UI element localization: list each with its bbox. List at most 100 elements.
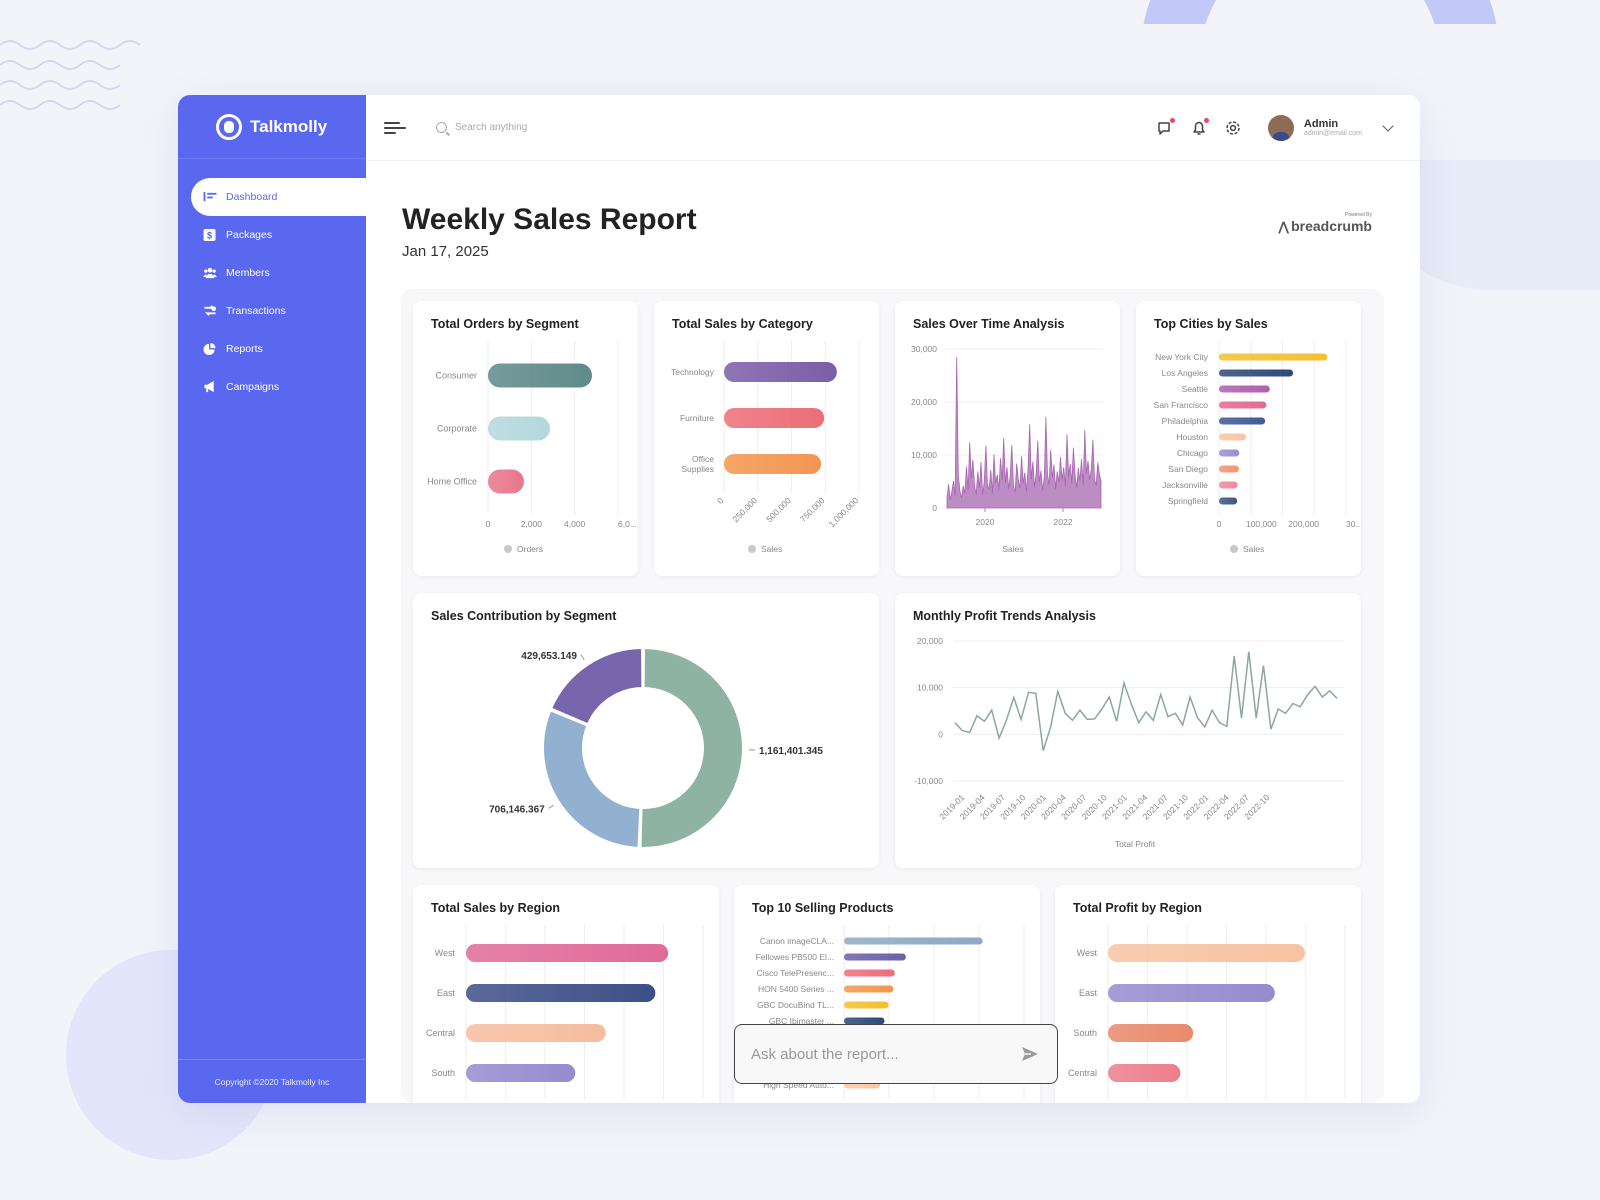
copyright: Copyright ©2020 Talkmolly Inc [178, 1059, 366, 1103]
gear-icon[interactable] [1224, 119, 1242, 137]
category-label: GBC DocuBind TL... [757, 1000, 834, 1010]
legend-swatch [1230, 545, 1238, 553]
sidebar-item-campaigns[interactable]: Campaigns [191, 368, 366, 406]
bar [1219, 497, 1238, 505]
avatar[interactable] [1267, 114, 1294, 141]
slice-label: 429,653.149 [521, 651, 577, 662]
bar [1219, 385, 1270, 393]
bar [844, 969, 895, 977]
chart-title: Total Orders by Segment [431, 317, 579, 331]
search-input[interactable]: Search anything [455, 122, 528, 133]
sidebar-item-reports[interactable]: Reports [191, 330, 366, 368]
y-tick-label: 20,000 [911, 397, 937, 407]
category-label: Seattle [1182, 384, 1209, 394]
category-label: West [435, 948, 456, 958]
members-icon [203, 267, 217, 279]
card-sales-segment: Sales Contribution by Segment 1,161,401.3… [413, 593, 879, 868]
category-label: San Diego [1168, 464, 1208, 474]
send-icon[interactable] [1021, 1046, 1039, 1062]
ask-input[interactable]: Ask about the report... [734, 1024, 1058, 1084]
card-sales-time: Sales Over Time Analysis 30,000 20,000 10,0… [895, 301, 1120, 576]
bar [844, 1017, 885, 1025]
pie-slice [549, 646, 644, 726]
transactions-icon [204, 305, 216, 316]
talkmolly-logo-icon [216, 113, 242, 140]
y-tick-label: 30,000 [911, 344, 937, 354]
chart-svg: West East South Central [1068, 925, 1346, 1099]
slice-label: 706,146.367 [489, 804, 545, 815]
chart-title: Top Cities by Sales [1154, 317, 1268, 331]
app-window: Talkmolly Dashboard $ Packages Members Trans… [178, 95, 1420, 1103]
bar [844, 953, 906, 961]
pie-slice [542, 709, 642, 849]
megaphone-icon [204, 381, 214, 393]
category-label: Fellowes PB500 El... [756, 952, 834, 962]
y-tick-label: 0 [932, 503, 937, 513]
bar [1219, 481, 1238, 489]
category-label: Supplies [681, 464, 714, 474]
category-label: Home Office [427, 477, 477, 487]
bar [1219, 353, 1328, 361]
chat-notification-dot [1168, 116, 1176, 124]
category-label: Consumer [435, 371, 477, 381]
search-box[interactable]: Search anything [436, 122, 527, 133]
chat-icon[interactable] [1156, 116, 1176, 137]
user-info[interactable]: Admin admin@email.com [1304, 118, 1362, 137]
y-tick-label: 20,000 [917, 636, 943, 646]
charts-grid: Total Orders by Segment Consumer Corporate… [401, 289, 1384, 1103]
category-label: South [1073, 1028, 1097, 1038]
category-label: Los Angeles [1162, 368, 1208, 378]
sidebar-item-packages[interactable]: $ Packages [191, 216, 366, 254]
card-orders-segment: Total Orders by Segment Consumer Corporate… [413, 301, 638, 576]
x-tick-label: 0 [486, 519, 491, 529]
legend-label: Sales [1243, 544, 1264, 554]
pie-slice [639, 646, 744, 849]
bar [1108, 984, 1275, 1002]
sidebar-item-dashboard[interactable]: Dashboard [191, 178, 366, 216]
bar [724, 454, 822, 474]
chart-title: Top 10 Selling Products [752, 901, 894, 915]
bar [1108, 944, 1305, 962]
bell-icon[interactable] [1190, 116, 1210, 137]
sidebar-item-transactions[interactable]: Transactions [191, 292, 366, 330]
bar [1108, 1064, 1181, 1082]
brand[interactable]: Talkmolly [178, 95, 366, 159]
sidebar-item-label: Members [226, 267, 270, 279]
bar [1219, 449, 1240, 457]
line-series [954, 651, 1338, 751]
bar [466, 1064, 576, 1082]
card-sales-region: Total Sales by Region West East Central Sout… [413, 885, 719, 1103]
bar [1219, 417, 1266, 425]
chevron-down-icon[interactable] [1382, 119, 1394, 132]
category-label: Philadelphia [1162, 416, 1209, 426]
y-tick-label: -10,000 [914, 776, 943, 786]
category-label: Central [426, 1028, 455, 1038]
powered-by-badge: Powered By ⋀ breadcrumb [1278, 212, 1372, 235]
dashboard-icon [203, 191, 217, 202]
bell-notification-dot [1202, 116, 1210, 124]
menu-toggle-icon[interactable] [384, 120, 406, 136]
category-label: Springfield [1168, 496, 1208, 506]
report-date: Jan 17, 2025 [402, 243, 489, 260]
bar [844, 1001, 889, 1009]
user-email: admin@email.com [1303, 130, 1362, 137]
x-tick-label: 30... [1346, 519, 1361, 529]
chart-title: Total Sales by Category [672, 317, 813, 331]
category-label: Office [692, 454, 714, 464]
sidebar-item-members[interactable]: Members [191, 254, 366, 292]
sidebar-item-label: Transactions [226, 305, 286, 317]
area-series [946, 356, 1102, 509]
search-icon [436, 122, 447, 133]
card-sales-category: Total Sales by Category Technology Furnitu… [654, 301, 879, 576]
chart-svg: West East Central South [426, 925, 704, 1099]
category-label: GBC Ibimaster ... [769, 1016, 834, 1026]
x-tick-label: 100,000 [1246, 519, 1277, 529]
dollar-icon: $ [203, 229, 216, 241]
bar [724, 408, 825, 428]
category-label: New York City [1155, 352, 1209, 362]
legend-label: Orders [517, 544, 543, 554]
powered-by-label: Powered By [1345, 212, 1372, 218]
category-label: Houston [1176, 432, 1208, 442]
bar [488, 416, 550, 441]
x-tick-label: 2020 [976, 517, 995, 527]
